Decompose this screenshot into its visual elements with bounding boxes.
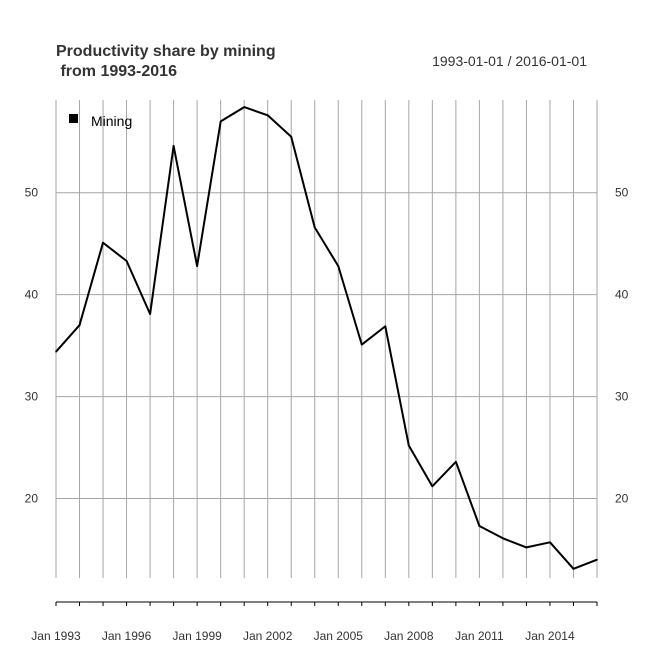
x-tick-label: Jan 1996: [102, 629, 152, 643]
data-point: [266, 114, 269, 117]
data-point: [384, 325, 387, 328]
y-axis-right: 20 30 40 50: [615, 186, 629, 506]
x-tick-label: Jan 2011: [455, 629, 504, 643]
data-point: [55, 350, 57, 353]
data-point: [125, 260, 128, 262]
chart-title-line-1: Productivity share by mining: [56, 43, 276, 60]
legend-swatch-mining: [69, 114, 78, 123]
x-tick-label: Jan 2008: [384, 629, 434, 643]
x-axis: Jan 1993 Jan 1996 Jan 1999 Jan 2002 Jan 2005…: [31, 601, 598, 643]
y-tick-label-left: 30: [25, 390, 39, 404]
data-point: [408, 444, 410, 447]
horizontal-gridlines: [56, 192, 597, 500]
x-tick-label: Jan 1993: [31, 629, 81, 643]
x-tick-label: Jan 2002: [243, 629, 293, 643]
legend: Mining: [69, 113, 132, 129]
y-tick-label-right: 20: [615, 492, 629, 506]
data-point: [502, 537, 504, 540]
y-tick-label-left: 20: [25, 492, 39, 506]
x-tick-label: Jan 2005: [314, 629, 364, 643]
chart-title-line-2: from 1993-2016: [56, 63, 177, 80]
y-tick-label-right: 50: [615, 186, 629, 200]
y-tick-label-left: 40: [25, 288, 39, 302]
data-point: [219, 120, 222, 123]
data-point: [525, 546, 528, 549]
data-point: [102, 241, 104, 244]
y-tick-label-left: 50: [25, 186, 39, 200]
data-point: [337, 265, 340, 267]
data-point: [196, 265, 198, 267]
data-point: [478, 525, 481, 527]
series-line-mining: [55, 106, 598, 570]
x-tick-label: Jan 1999: [172, 629, 222, 643]
data-point: [596, 558, 598, 561]
date-range-label: 1993-01-01 / 2016-01-01: [432, 53, 587, 69]
data-point: [572, 568, 575, 570]
data-point: [172, 145, 175, 147]
data-point: [455, 461, 457, 463]
y-tick-label-right: 30: [615, 390, 629, 404]
data-point: [78, 324, 81, 327]
y-tick-label-right: 40: [615, 288, 629, 302]
vertical-gridlines: [55, 100, 598, 578]
legend-label-mining: Mining: [91, 113, 132, 129]
x-tick-label: Jan 2014: [525, 629, 575, 643]
data-point: [149, 313, 151, 315]
data-point: [290, 135, 293, 138]
y-axis-left: 20 30 40 50: [25, 186, 39, 506]
data-point: [313, 226, 316, 229]
data-point: [431, 485, 434, 488]
data-point: [360, 343, 363, 346]
data-point: [549, 541, 551, 544]
data-point: [243, 106, 245, 108]
series-group: [55, 106, 598, 570]
